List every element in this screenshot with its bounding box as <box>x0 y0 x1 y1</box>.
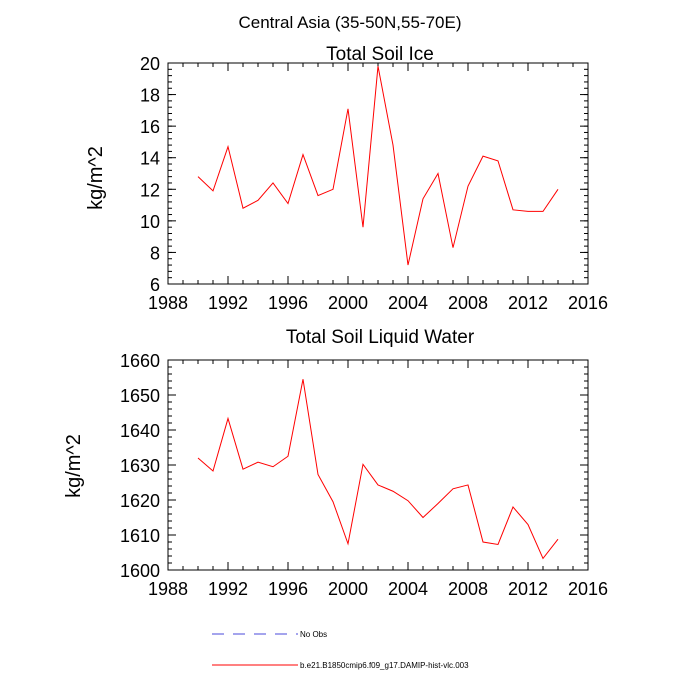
y-tick-label: 1600 <box>120 561 160 581</box>
x-tick-label: 2016 <box>568 293 608 313</box>
x-tick-label: 1996 <box>268 579 308 599</box>
y-tick-label: 1630 <box>120 456 160 476</box>
series-line-soil-ice <box>197 66 559 266</box>
x-tick-label: 2008 <box>448 293 488 313</box>
legend-label-model: b.e21.B1850cmip6.f09_g17.DAMIP-hist-vlc.… <box>300 661 469 670</box>
x-tick-label: 2012 <box>508 579 548 599</box>
y-tick-label: 14 <box>140 149 160 169</box>
y-tick-label: 18 <box>140 86 160 106</box>
x-tick-label: 1996 <box>268 293 308 313</box>
y-tick-label: 20 <box>140 54 160 74</box>
y-tick-label: 1650 <box>120 386 160 406</box>
y-tick-label: 1640 <box>120 421 160 441</box>
y-tick-label: 1610 <box>120 526 160 546</box>
x-tick-label: 1992 <box>208 579 248 599</box>
plot-frame-soil-liquid-water <box>167 359 589 571</box>
legend-label-no-obs: No Obs <box>300 630 327 639</box>
y-tick-label: 10 <box>140 212 160 232</box>
x-tick-label: 2000 <box>328 293 368 313</box>
y-tick-label: 8 <box>150 243 160 263</box>
y-tick-label: 12 <box>140 180 160 200</box>
x-tick-label: 1992 <box>208 293 248 313</box>
x-tick-label: 2016 <box>568 579 608 599</box>
x-tick-label: 1988 <box>148 579 188 599</box>
x-tick-label: 2004 <box>388 579 428 599</box>
panel-total-soil-ice: Total Soil Ice kg/m^2 1988 1992 1996 2000 20… <box>85 44 608 313</box>
panel-title-soil-ice: Total Soil Ice <box>326 44 434 65</box>
figure-title: Central Asia (35-50N,55-70E) <box>238 13 461 32</box>
series-line-soil-liquid-water <box>197 379 559 560</box>
y-tick-label: 1660 <box>120 351 160 371</box>
legend: No Obs b.e21.B1850cmip6.f09_g17.DAMIP-hi… <box>212 630 469 670</box>
y-axis-label-soil-liquid-water: kg/m^2 <box>63 434 85 498</box>
y-tick-label: 16 <box>140 117 160 137</box>
panel-total-soil-liquid-water: Total Soil Liquid Water kg/m^2 1988 1992 1… <box>63 327 608 599</box>
x-tick-label: 2000 <box>328 579 368 599</box>
x-tick-label: 2012 <box>508 293 548 313</box>
x-tick-label: 2008 <box>448 579 488 599</box>
plot-frame-soil-ice <box>167 62 589 285</box>
x-tick-label: 1988 <box>148 293 188 313</box>
y-tick-label: 6 <box>150 275 160 295</box>
panel-title-soil-liquid-water: Total Soil Liquid Water <box>286 327 475 348</box>
y-tick-label: 1620 <box>120 491 160 511</box>
x-tick-label: 2004 <box>388 293 428 313</box>
y-axis-label-soil-ice: kg/m^2 <box>85 146 107 210</box>
